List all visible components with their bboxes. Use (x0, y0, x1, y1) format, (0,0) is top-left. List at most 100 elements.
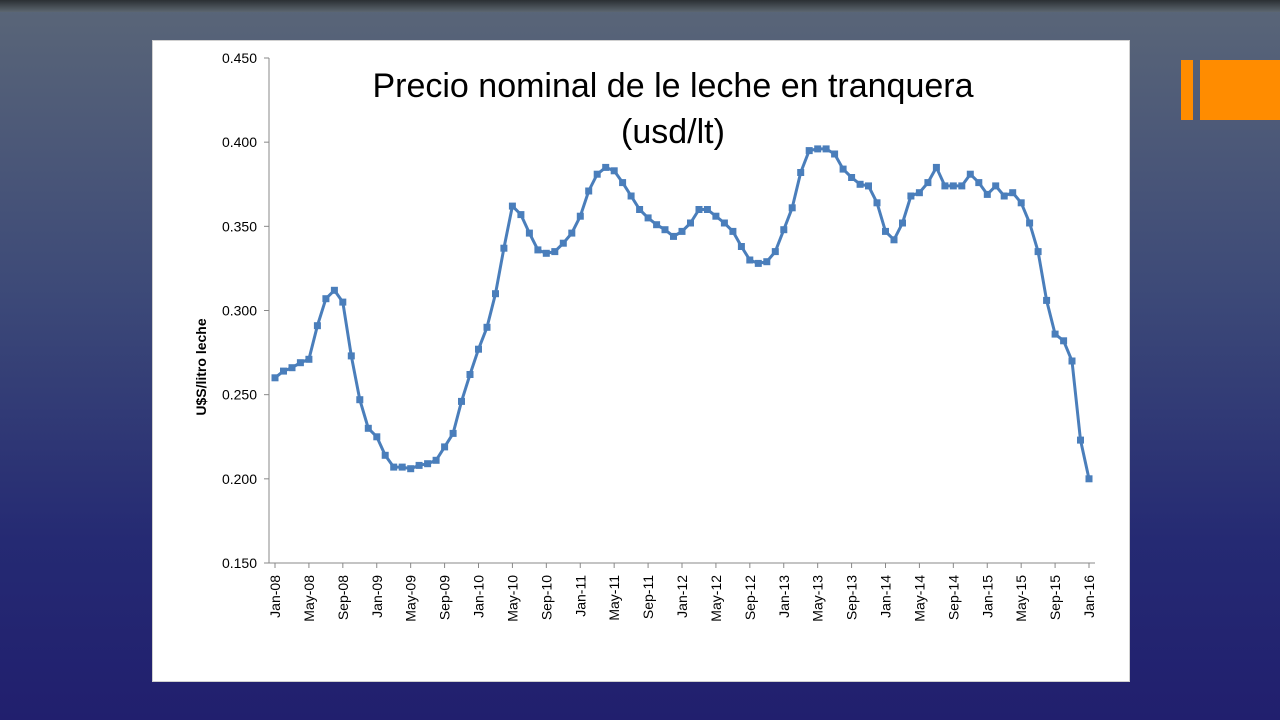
data-point (458, 397, 465, 405)
data-point (932, 163, 940, 171)
x-axis: Jan-08 May-08 Sep-08 Jan-09 May-09 Sep-09 Jan-… (267, 562, 1097, 622)
data-point (517, 211, 525, 219)
data-point (949, 182, 957, 190)
data-point (805, 147, 813, 155)
data-point (958, 182, 966, 190)
line-chart: 0.450 0.400 0.350 0.300 0.250 0.200 0.150 Jan-… (222, 50, 1097, 622)
data-point (619, 179, 627, 187)
data-point (407, 465, 415, 473)
x-tick-label: Jan-16 (1081, 575, 1097, 618)
accent-bar-wide (1200, 60, 1280, 120)
data-point (593, 170, 601, 178)
x-tick-label: Sep-14 (945, 575, 961, 620)
data-point (508, 202, 516, 210)
data-point (831, 150, 839, 158)
data-point (788, 204, 796, 212)
data-point (966, 170, 974, 178)
data-point (568, 229, 576, 237)
data-point (1026, 219, 1034, 227)
data-point (373, 433, 381, 441)
data-point (424, 460, 432, 468)
data-point (390, 463, 398, 471)
data-point (839, 165, 847, 173)
x-tick-label: May-12 (708, 575, 724, 622)
accent-bar-thin (1181, 60, 1193, 120)
data-point (983, 190, 991, 198)
data-point (449, 429, 457, 437)
data-point (729, 227, 737, 235)
data-point (610, 167, 618, 175)
data-point (542, 249, 550, 257)
data-point (432, 456, 440, 464)
data-point (322, 295, 330, 303)
data-point (271, 374, 279, 382)
data-point (865, 182, 872, 190)
data-point (525, 229, 533, 237)
data-point (305, 355, 313, 363)
x-tick-label: May-08 (301, 575, 317, 622)
data-point (899, 219, 906, 227)
data-point (627, 192, 635, 200)
data-point (551, 248, 559, 256)
y-tick-label: 0.150 (222, 555, 257, 571)
data-point (1060, 337, 1068, 345)
x-tick-label: Jan-11 (572, 575, 588, 617)
x-tick-label: Sep-09 (437, 575, 453, 620)
y-tick-label: 0.200 (222, 471, 257, 487)
data-point (356, 396, 364, 404)
data-point (466, 371, 474, 378)
data-point (398, 463, 406, 471)
data-point (797, 169, 805, 176)
data-point (856, 180, 864, 188)
x-tick-label: Jan-10 (471, 575, 487, 618)
y-axis-label: U$S/litro leche (193, 318, 209, 416)
chart-panel: 0.450 0.400 0.350 0.300 0.250 0.200 0.150 Jan-… (152, 40, 1130, 682)
x-tick-label: Sep-08 (335, 575, 351, 620)
x-tick-label: May-14 (911, 575, 927, 622)
y-tick-label: 0.450 (222, 50, 257, 66)
x-tick-label: May-10 (504, 575, 520, 622)
x-tick-label: Sep-10 (538, 575, 554, 620)
data-point (347, 352, 355, 360)
data-point (992, 182, 1000, 190)
data-point (288, 364, 296, 372)
data-point (296, 359, 304, 367)
data-point (1043, 296, 1051, 304)
x-tick-label: May-15 (1013, 575, 1029, 622)
data-point (636, 206, 644, 213)
data-point (1077, 436, 1084, 444)
data-point (500, 244, 508, 252)
data-point (763, 258, 771, 266)
data-point (890, 236, 898, 244)
data-point (339, 298, 347, 306)
x-tick-label: Sep-12 (742, 575, 758, 620)
x-tick-label: May-09 (403, 575, 419, 622)
data-point (653, 221, 661, 229)
data-point (483, 323, 491, 331)
data-point (1051, 330, 1059, 338)
data-point (678, 227, 686, 235)
x-tick-label: Sep-11 (640, 575, 656, 619)
data-point (754, 259, 762, 267)
data-point (280, 367, 287, 375)
data-point (814, 145, 822, 153)
data-point (1085, 475, 1093, 483)
data-point (313, 322, 321, 330)
series-layer (271, 145, 1093, 483)
y-tick-label: 0.400 (222, 134, 257, 150)
x-tick-label: Sep-15 (1047, 575, 1063, 620)
data-point (559, 239, 567, 247)
data-point (907, 192, 915, 200)
data-point (746, 256, 754, 264)
data-point (381, 451, 389, 459)
y-axis: 0.450 0.400 0.350 0.300 0.250 0.200 0.150 (222, 50, 270, 571)
data-point (687, 219, 694, 227)
data-point (576, 212, 584, 220)
data-point (915, 189, 923, 197)
data-point (848, 174, 856, 181)
x-tick-label: May-11 (606, 575, 622, 621)
top-strip (0, 0, 1280, 12)
data-point (330, 286, 338, 294)
data-point (873, 199, 881, 207)
data-point (737, 243, 745, 250)
